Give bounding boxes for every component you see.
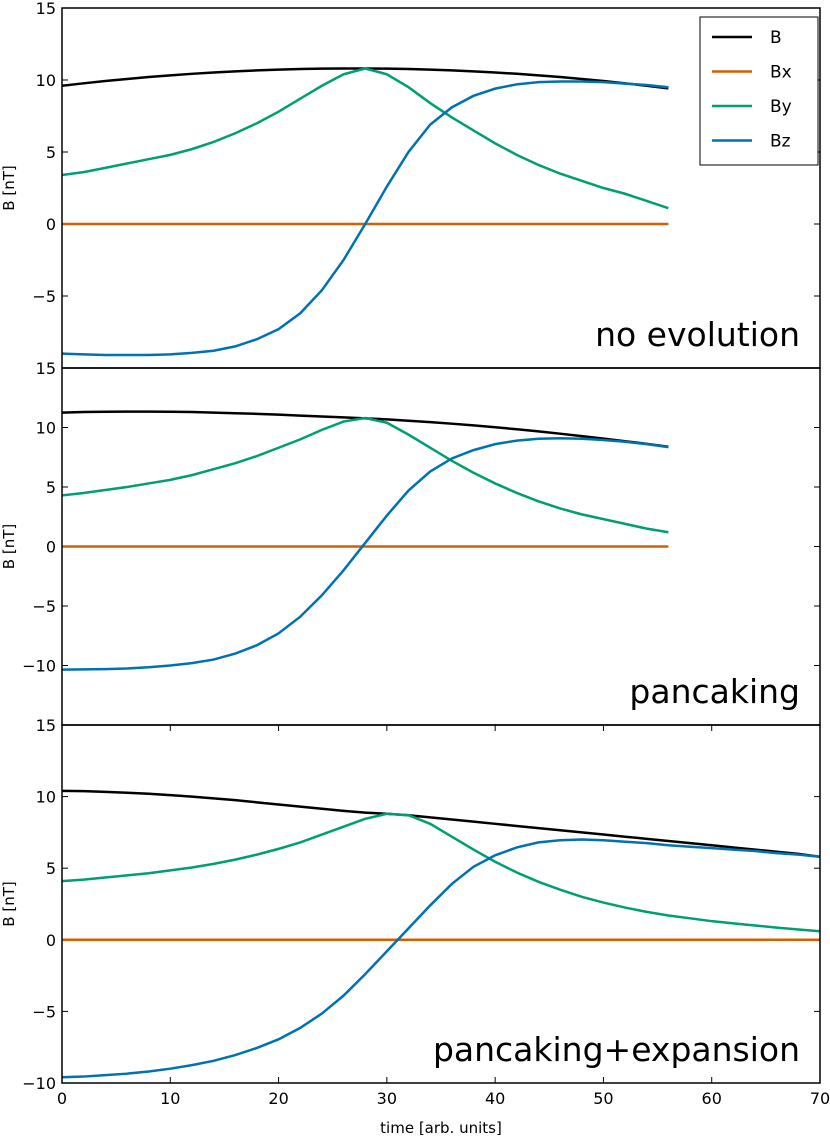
legend-label: Bx (770, 63, 792, 83)
legend-label: Bz (770, 132, 791, 152)
y-tick-label: 15 (36, 716, 56, 735)
series-line (62, 67, 669, 90)
series-line (62, 838, 820, 1079)
x-tick-label: 20 (268, 1089, 288, 1108)
x-tick-label: 30 (377, 1089, 397, 1108)
y-axis-label: B [nT] (0, 524, 18, 569)
y-tick-label: 0 (46, 215, 56, 234)
x-tick-label: 50 (593, 1089, 613, 1108)
y-tick-label: 10 (36, 788, 56, 807)
y-axis-label: B [nT] (0, 165, 18, 210)
series-line (62, 416, 669, 534)
y-tick-label: −10 (22, 657, 56, 676)
series-line (62, 436, 669, 671)
x-tick-label: 70 (810, 1089, 830, 1108)
series-line (62, 80, 669, 357)
series-line (62, 789, 820, 858)
y-tick-label: 5 (46, 478, 56, 497)
y-axis-label: B [nT] (0, 881, 18, 926)
y-tick-label: 10 (36, 71, 56, 90)
y-tick-label: 5 (46, 859, 56, 878)
legend-label: By (770, 97, 792, 117)
x-tick-label: 0 (57, 1089, 67, 1108)
y-tick-label: 0 (46, 931, 56, 950)
legend-box (699, 16, 819, 166)
annotation: pancaking+expansion (433, 1030, 800, 1069)
x-tick-label: 10 (160, 1089, 180, 1108)
y-tick-label: −5 (32, 1002, 56, 1021)
y-tick-label: 10 (36, 419, 56, 438)
y-tick-label: −5 (32, 597, 56, 616)
y-tick-label: 0 (46, 538, 56, 557)
plot-frame (61, 724, 821, 1084)
legend-label: B (770, 28, 782, 48)
annotation: pancaking (629, 672, 800, 711)
y-tick-label: 5 (46, 143, 56, 162)
y-tick-label: −5 (32, 287, 56, 306)
x-axis-label: time [arb. units] (380, 1119, 502, 1137)
x-tick-label: 60 (702, 1089, 722, 1108)
series-line (62, 67, 669, 210)
y-tick-label: 15 (36, 0, 56, 18)
annotation: no evolution (595, 315, 800, 354)
series-line (62, 812, 820, 933)
y-tick-label: 15 (36, 359, 56, 378)
y-tick-label: −10 (22, 1074, 56, 1093)
x-tick-label: 40 (485, 1089, 505, 1108)
